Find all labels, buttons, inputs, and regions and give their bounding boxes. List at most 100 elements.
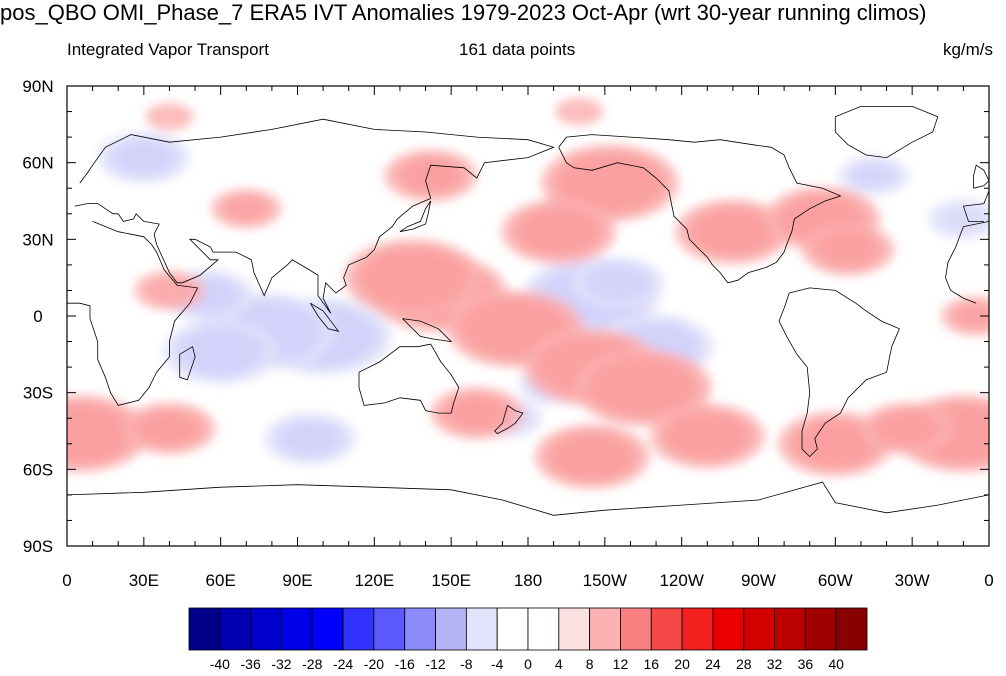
coastline-borneo-sumatra: [309, 302, 340, 332]
colorbar-label: 28: [736, 656, 752, 672]
colorbar-label: -40: [210, 656, 230, 672]
colorbar-label: 20: [674, 656, 690, 672]
colorbar-swatch: [835, 607, 868, 651]
anomaly-blob: [501, 199, 617, 265]
coastline-greenland: [834, 106, 939, 159]
y-tick-label: 0: [33, 307, 42, 326]
anomaly-blob: [941, 296, 989, 336]
x-tick-label: 120E: [354, 571, 394, 590]
anomaly-blob: [123, 402, 216, 455]
colorbar-label: -36: [241, 656, 261, 672]
anomaly-blob: [145, 103, 194, 131]
variable-label: Integrated Vapor Transport: [67, 40, 269, 59]
colorbar-label: 12: [613, 656, 629, 672]
colorbar-label: 32: [767, 656, 783, 672]
colorbar-swatch: [620, 607, 652, 651]
colorbar-label: 0: [524, 656, 532, 672]
colorbar-swatch: [311, 607, 344, 651]
colorbar: -40 -36 -32 -28 -24 -20 -16 -12 -8 -4 0 4 8 12 16 20 24 2…: [188, 607, 868, 672]
colorbar-swatch: [650, 607, 683, 651]
x-tick-label: 0: [984, 571, 993, 590]
anomaly-blob: [801, 223, 895, 276]
x-tick-label: 60E: [206, 571, 236, 590]
anomaly-blob: [838, 155, 909, 196]
anomaly-blob: [675, 199, 791, 265]
anomaly-blob: [571, 256, 665, 309]
anomaly-blob: [211, 188, 282, 229]
colorbar-swatch: [589, 607, 621, 651]
colorbar-swatch: [558, 607, 591, 651]
x-tick-label: 30W: [895, 571, 930, 590]
x-tick-label: 150E: [431, 571, 471, 590]
colorbar-swatch: [342, 607, 375, 651]
colorbar-label: -12: [425, 656, 445, 672]
anomaly-blob: [555, 98, 604, 126]
colorbar-label: 16: [643, 656, 659, 672]
colorbar-label: -24: [333, 656, 353, 672]
colorbar-label: -28: [302, 656, 322, 672]
coastline-north-america: [558, 134, 842, 284]
coastline-africa: [67, 221, 989, 406]
colorbar-label: 8: [586, 656, 594, 672]
colorbar-label: -16: [395, 656, 415, 672]
y-tick-label: 90N: [22, 77, 53, 96]
coastline-south-america: [778, 287, 900, 458]
x-tick-label: 180: [514, 571, 542, 590]
coastlines: [67, 106, 989, 516]
colorbar-swatch: [219, 607, 252, 651]
colorbar-label: -4: [491, 656, 504, 672]
colorbar-label: -32: [271, 656, 291, 672]
data-points-label: 161 data points: [459, 40, 576, 59]
anomaly-blob: [574, 348, 713, 427]
colorbar-swatch: [681, 607, 714, 651]
units-label: kg/m/s: [942, 40, 993, 59]
colorbar-swatch: [373, 607, 406, 651]
y-tick-label: 30S: [23, 384, 53, 403]
anomaly-blob: [928, 199, 989, 239]
coastline-japan: [399, 200, 432, 233]
colorbar-swatch: [774, 607, 806, 651]
coastline-australia: [358, 343, 460, 414]
plot-title: pos_QBO OMI_Phase_7 ERA5 IVT Anomalies 1…: [0, 0, 927, 25]
anomaly-blob: [67, 394, 149, 473]
coastline-new-guinea: [402, 318, 453, 343]
colorbar-swatch: [527, 607, 560, 651]
x-tick-label: 90E: [282, 571, 312, 590]
anomaly-blob: [534, 424, 650, 489]
x-tick-label: 150W: [583, 571, 627, 590]
colorbar-swatch: [496, 607, 529, 651]
axis-ticks: 0 30E 60E 90E 120E 150E 180 150W 120W 90W 60W 30W 09…: [22, 77, 993, 590]
y-tick-label: 60S: [23, 460, 53, 479]
colorbar-swatch: [281, 607, 313, 651]
colorbar-label: -20: [364, 656, 384, 672]
colorbar-swatch: [712, 607, 745, 651]
colorbar-label: 4: [555, 656, 563, 672]
y-tick-label: 30N: [22, 230, 53, 249]
anomaly-blob: [343, 238, 482, 317]
coastline-uk: [973, 164, 989, 189]
colorbar-swatch: [250, 607, 282, 651]
colorbar-label: 36: [798, 656, 814, 672]
colorbar-swatch: [435, 607, 467, 651]
colorbar-swatch: [404, 607, 436, 651]
x-tick-label: 30E: [129, 571, 159, 590]
colorbar-swatch: [804, 607, 837, 651]
coastline-new-zealand: [494, 405, 524, 435]
anomaly-blob: [649, 403, 765, 469]
anomaly-blob: [97, 131, 191, 184]
anomaly-blob: [860, 402, 954, 455]
colorbar-swatch: [188, 607, 221, 651]
colorbar-label: 40: [828, 656, 844, 672]
anomaly-field: [67, 98, 989, 489]
anomaly-blob: [384, 149, 478, 202]
coastline-eurasia: [74, 118, 989, 314]
coastline-madagascar: [179, 346, 196, 381]
colorbar-label: 24: [705, 656, 721, 672]
x-tick-label: 0: [62, 571, 71, 590]
anomaly-blob: [263, 412, 357, 465]
colorbar-swatch: [743, 607, 775, 651]
anomaly-blob: [163, 319, 279, 385]
y-tick-label: 60N: [22, 154, 53, 173]
y-tick-label: 90S: [23, 537, 53, 556]
